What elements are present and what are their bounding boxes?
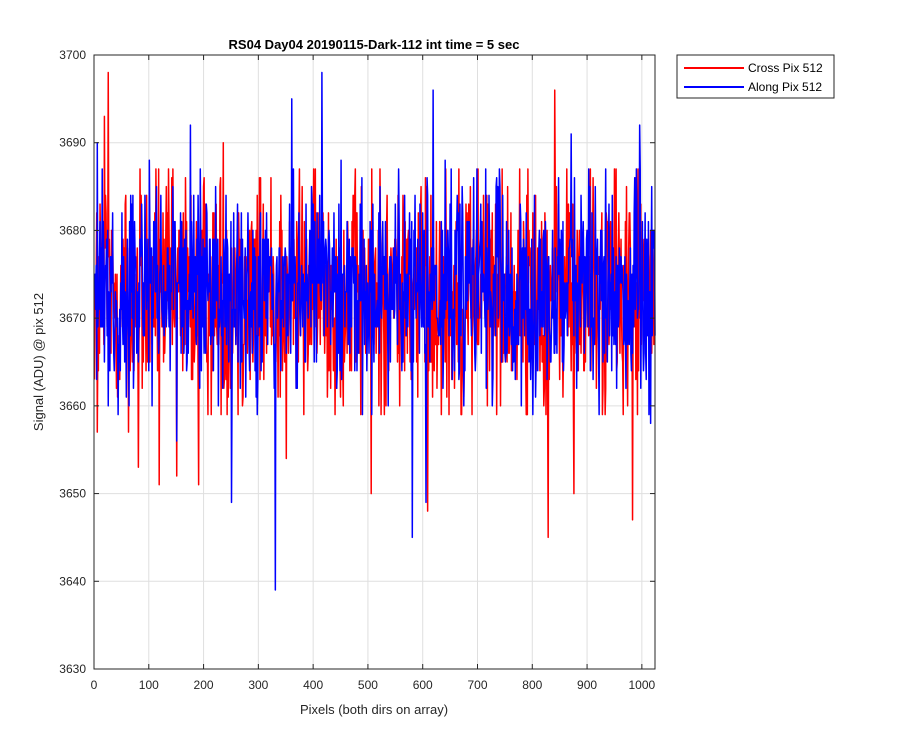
plot-area-frame (93, 54, 656, 670)
chart-title: RS04 Day04 20190115-Dark-112 int time = … (229, 37, 520, 52)
legend-box (676, 54, 835, 99)
x-tick-label: 200 (194, 678, 214, 692)
y-tick-label: 3630 (59, 662, 86, 676)
x-tick-label: 500 (358, 678, 378, 692)
y-tick-label: 3660 (59, 399, 86, 413)
x-tick-label: 900 (577, 678, 597, 692)
y-tick-label: 3640 (59, 574, 86, 588)
y-axis-label: Signal (ADU) @ pix 512 (31, 293, 46, 431)
y-tick-label: 3670 (59, 311, 86, 325)
x-tick-label: 300 (248, 678, 268, 692)
x-tick-label: 400 (303, 678, 323, 692)
axis-ticks (93, 54, 655, 670)
y-tick-labels: 3630 3640 3650 3660 3670 3680 3690 3700 (59, 48, 86, 676)
legend-label-along: Along Pix 512 (748, 80, 822, 94)
x-tick-label: 100 (139, 678, 159, 692)
x-tick-label: 1000 (629, 678, 656, 692)
y-tick-label: 3680 (59, 223, 86, 237)
x-tick-label: 700 (467, 678, 487, 692)
x-tick-label: 600 (413, 678, 433, 692)
series-along-pix-512-line (93, 71, 656, 591)
x-tick-label: 0 (91, 678, 98, 692)
x-axis-label: Pixels (both dirs on array) (300, 702, 448, 717)
legend-label-cross: Cross Pix 512 (748, 61, 823, 75)
legend: Cross Pix 512 Along Pix 512 (676, 54, 835, 99)
x-tick-label: 800 (522, 678, 542, 692)
x-tick-labels: 0 100 200 300 400 500 600 700 800 900 1000 (91, 678, 656, 692)
series-layer (93, 71, 656, 591)
y-tick-label: 3690 (59, 136, 86, 150)
y-tick-label: 3650 (59, 487, 86, 501)
y-tick-label: 3700 (59, 48, 86, 62)
